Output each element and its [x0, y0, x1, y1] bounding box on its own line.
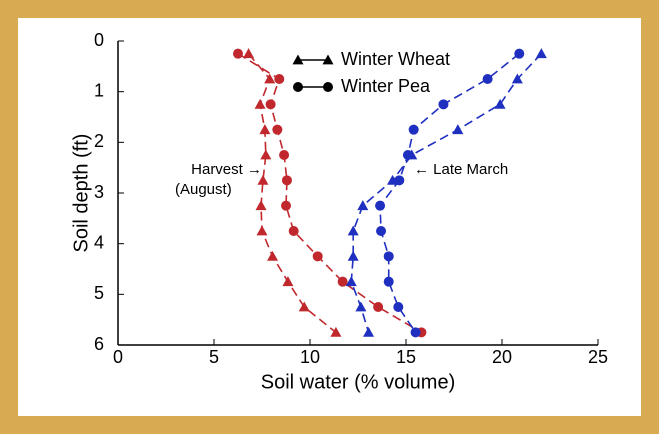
x-tick-label: 10: [300, 347, 320, 367]
data-point: [274, 74, 285, 84]
data-point: [410, 327, 421, 338]
data-point: [357, 200, 369, 211]
x-axis-title: Soil water (% volume): [261, 371, 456, 393]
x-tick-label: 20: [492, 347, 512, 367]
y-tick-label: 1: [94, 80, 104, 100]
data-point: [494, 98, 506, 109]
data-point: [255, 200, 267, 211]
x-tick-label: 5: [209, 347, 219, 367]
data-point: [265, 99, 276, 110]
y-tick-label: 5: [94, 283, 104, 303]
annotation: ← Late March: [414, 161, 508, 178]
data-point: [259, 124, 271, 135]
data-point: [282, 276, 294, 287]
data-point: [260, 149, 272, 160]
data-point: [337, 276, 348, 287]
data-point: [264, 73, 276, 84]
data-point: [279, 150, 290, 160]
data-point: [347, 250, 359, 261]
data-point: [257, 174, 269, 185]
series-line: [350, 53, 542, 333]
annotation: Harvest →: [191, 161, 262, 178]
data-point: [254, 98, 266, 109]
data-point: [298, 301, 310, 312]
data-point: [408, 124, 419, 135]
data-point: [267, 250, 279, 261]
data-point: [452, 124, 464, 135]
annotation: (August): [175, 181, 232, 198]
data-point: [233, 48, 243, 59]
panel: [18, 18, 641, 416]
data-point: [376, 226, 387, 236]
data-point: [511, 73, 523, 84]
data-point: [281, 175, 292, 186]
data-point: [347, 225, 359, 236]
data-point: [393, 302, 404, 312]
data-point: [256, 225, 268, 236]
y-tick-label: 4: [94, 232, 104, 252]
data-point: [345, 276, 357, 287]
data-point: [482, 74, 493, 84]
y-tick-label: 3: [94, 182, 104, 202]
x-tick-label: 25: [588, 347, 608, 367]
data-point: [312, 251, 323, 262]
data-point: [383, 251, 394, 262]
data-point: [272, 124, 283, 135]
data-point: [383, 276, 394, 287]
data-point: [281, 200, 291, 211]
y-axis-title: Soil depth (ft): [70, 134, 92, 253]
y-tick-label: 6: [94, 334, 104, 354]
y-tick-label: 0: [94, 30, 104, 50]
data-point: [330, 326, 342, 337]
legend-marker: [293, 82, 303, 92]
data-point: [514, 48, 525, 59]
legend-label: Winter Wheat: [341, 49, 450, 69]
data-point: [535, 48, 547, 59]
data-point: [373, 302, 384, 312]
data-point: [243, 48, 255, 59]
legend-marker: [322, 54, 334, 65]
data-point: [375, 200, 386, 211]
y-tick-label: 2: [94, 131, 104, 151]
data-point: [402, 150, 413, 160]
x-tick-label: 0: [113, 347, 123, 367]
x-tick-label: 15: [396, 347, 416, 367]
data-point: [394, 175, 405, 186]
data-point: [288, 226, 299, 236]
legend-marker: [292, 54, 304, 65]
data-point: [438, 99, 449, 110]
data-point: [355, 301, 367, 312]
legend-label: Winter Pea: [341, 76, 431, 96]
legend-marker: [323, 82, 333, 92]
data-point: [363, 326, 375, 337]
